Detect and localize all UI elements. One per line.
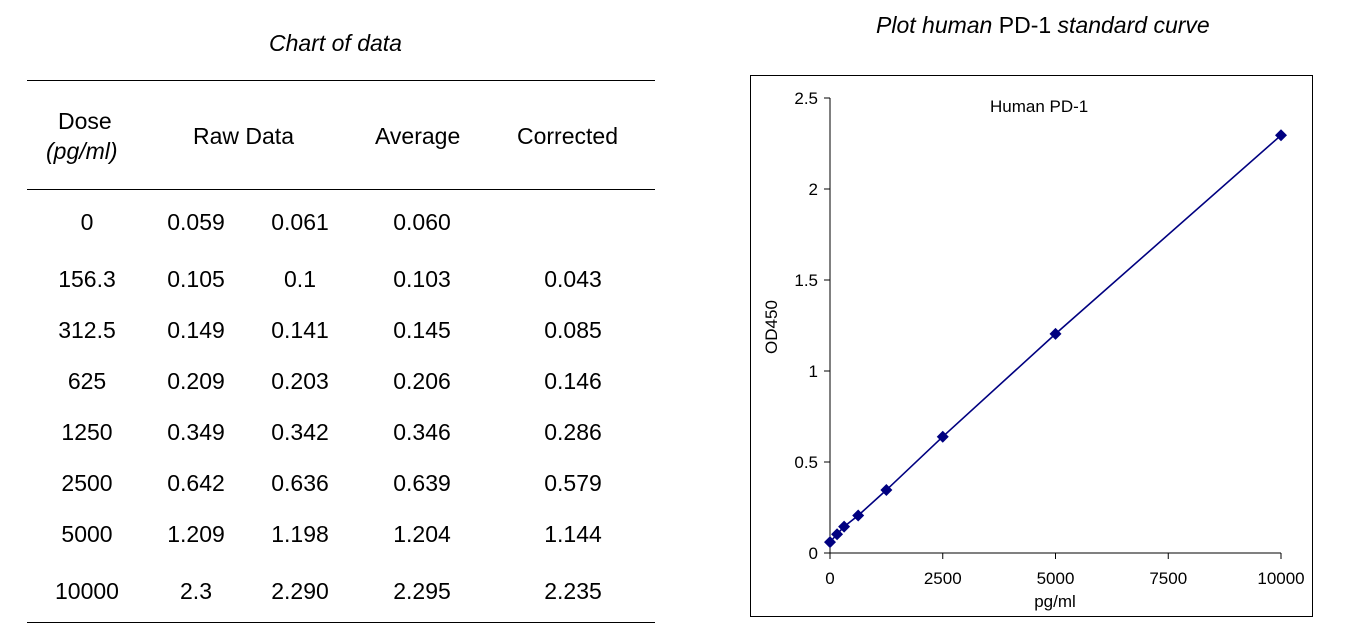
cell-dose: 5000 xyxy=(61,521,113,547)
data-point xyxy=(831,528,844,541)
y-tick-label: 2 xyxy=(809,180,818,199)
x-tick-label: 7500 xyxy=(1149,569,1187,588)
header-dose: Dose xyxy=(58,108,112,134)
chart-heading-part1: Plot human xyxy=(876,12,993,38)
data-point xyxy=(880,484,893,497)
chart-heading-part2: PD-1 xyxy=(998,12,1052,38)
y-tick-label: 2.5 xyxy=(794,89,818,108)
table-bottom-rule xyxy=(27,622,655,623)
cell-dose: 0 xyxy=(80,209,94,235)
cell-average: 0.206 xyxy=(393,368,451,394)
cell-raw-2: 2.290 xyxy=(271,578,329,604)
table-top-rule xyxy=(27,80,655,81)
cell-dose: 312.5 xyxy=(58,317,116,343)
cell-raw-1: 0.149 xyxy=(167,317,225,343)
data-point xyxy=(1275,129,1287,142)
cell-raw-1: 0.105 xyxy=(167,266,225,292)
cell-corrected: 0.579 xyxy=(544,470,602,496)
cell-dose: 10000 xyxy=(55,578,119,604)
data-point xyxy=(936,430,949,443)
y-tick-label: 1.5 xyxy=(794,271,818,290)
data-point xyxy=(852,509,865,522)
chart-inner-title: Human PD-1 xyxy=(990,97,1088,116)
x-tick-label: 0 xyxy=(825,569,834,588)
y-tick-label: 0.5 xyxy=(794,453,818,472)
cell-average: 0.060 xyxy=(393,209,451,235)
cell-average: 0.145 xyxy=(393,317,451,343)
chart-frame xyxy=(750,75,1313,617)
cell-raw-1: 1.209 xyxy=(167,521,225,547)
x-tick-label: 2500 xyxy=(924,569,962,588)
cell-average: 0.639 xyxy=(393,470,451,496)
data-point xyxy=(824,536,836,549)
cell-raw-2: 0.1 xyxy=(284,266,316,292)
cell-raw-1: 2.3 xyxy=(180,578,212,604)
data-point xyxy=(1049,327,1062,340)
header-average: Average xyxy=(375,123,461,149)
cell-raw-2: 0.061 xyxy=(271,209,329,235)
cell-corrected: 0.146 xyxy=(544,368,602,394)
cell-corrected: 0.085 xyxy=(544,317,602,343)
chart-heading: Plot human PD-1 standard curve xyxy=(876,12,1210,38)
cell-raw-2: 0.342 xyxy=(271,419,329,445)
cell-corrected: 2.235 xyxy=(544,578,602,604)
cell-raw-2: 0.203 xyxy=(271,368,329,394)
cell-raw-1: 0.209 xyxy=(167,368,225,394)
y-axis-label: OD450 xyxy=(762,300,781,354)
cell-raw-2: 1.198 xyxy=(271,521,329,547)
cell-dose: 625 xyxy=(67,368,107,394)
header-dose-unit: (pg/ml) xyxy=(46,138,118,164)
cell-raw-1: 0.349 xyxy=(167,419,225,445)
table-title: Chart of data xyxy=(269,30,402,56)
chart-marks xyxy=(824,129,1287,549)
cell-average: 2.295 xyxy=(393,578,451,604)
cell-raw-1: 0.642 xyxy=(167,470,225,496)
cell-corrected: 0.286 xyxy=(544,419,602,445)
header-raw-data: Raw Data xyxy=(193,123,294,149)
header-corrected: Corrected xyxy=(517,123,618,149)
cell-raw-2: 0.141 xyxy=(271,317,329,343)
cell-average: 0.346 xyxy=(393,419,451,445)
cell-corrected: 0.043 xyxy=(544,266,602,292)
cell-average: 1.204 xyxy=(393,521,451,547)
y-tick-label: 1 xyxy=(809,362,818,381)
cell-raw-2: 0.636 xyxy=(271,470,329,496)
cell-dose: 2500 xyxy=(61,470,113,496)
x-tick-label: 10000 xyxy=(1257,569,1304,588)
cell-average: 0.103 xyxy=(393,266,451,292)
cell-dose: 1250 xyxy=(61,419,113,445)
cell-raw-1: 0.059 xyxy=(167,209,225,235)
cell-corrected: 1.144 xyxy=(544,521,602,547)
chart-heading-part3: standard curve xyxy=(1057,12,1210,38)
x-axis-label: pg/ml xyxy=(1034,592,1076,611)
chart-axes: 0 0.5 1 1.5 2 2.5 0 2500 5000 7500 10000 xyxy=(794,89,1304,588)
data-point xyxy=(838,520,851,533)
x-tick-label: 5000 xyxy=(1037,569,1075,588)
cell-dose: 156.3 xyxy=(58,266,116,292)
table-header-rule xyxy=(27,189,655,190)
y-tick-label: 0 xyxy=(809,544,818,563)
